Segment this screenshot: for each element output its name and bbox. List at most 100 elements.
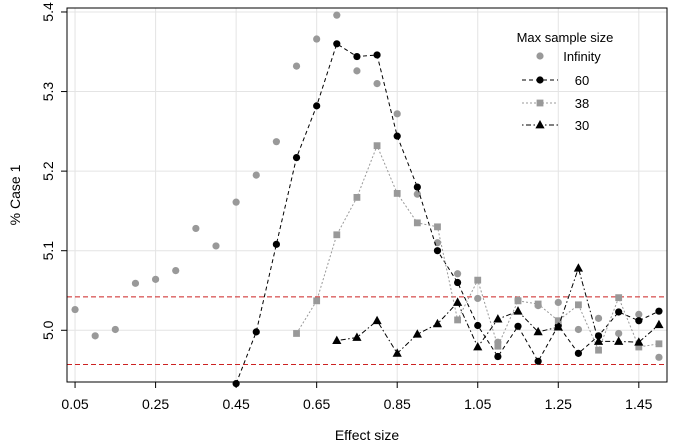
- data-point-60: [433, 247, 442, 255]
- data-point-60: [333, 40, 341, 48]
- data-point-60: [292, 154, 301, 162]
- legend-marker-30: [535, 120, 545, 129]
- series-38: [293, 142, 663, 354]
- data-point-38: [534, 300, 542, 308]
- legend-label-60: 60: [575, 73, 589, 88]
- x-tick-label: 1.05: [464, 396, 491, 412]
- data-point-infinity: [272, 138, 280, 146]
- data-point-38: [393, 190, 401, 197]
- data-point-38: [554, 317, 562, 325]
- data-point-38: [413, 219, 421, 227]
- data-point-38: [373, 142, 381, 150]
- data-point-30: [332, 335, 342, 345]
- data-point-infinity: [635, 310, 643, 318]
- data-point-30: [372, 315, 382, 325]
- data-point-30: [392, 348, 402, 357]
- data-point-infinity: [71, 305, 79, 314]
- y-tick-label: 5.3: [40, 82, 56, 102]
- grid: [67, 8, 667, 382]
- data-point-38: [353, 193, 361, 201]
- data-point-60: [272, 240, 280, 248]
- legend-title: Max sample size: [517, 30, 614, 45]
- data-point-60: [574, 349, 583, 357]
- data-point-30: [453, 297, 463, 306]
- data-point-30: [553, 322, 563, 331]
- legend-label-38: 38: [575, 96, 589, 111]
- data-point-30: [634, 337, 644, 346]
- x-tick-label: 1.45: [625, 396, 652, 412]
- data-point-60: [393, 132, 401, 140]
- data-point-60: [494, 352, 502, 361]
- plot-frame: [66, 7, 668, 383]
- data-point-38: [434, 223, 441, 231]
- data-point-60: [534, 357, 542, 365]
- data-point-30: [352, 332, 362, 341]
- data-point-60: [313, 102, 321, 110]
- data-point-38: [514, 297, 522, 305]
- data-point-30: [533, 326, 543, 336]
- y-axis-title: % Case 1: [7, 164, 23, 225]
- data-point-38: [313, 297, 321, 305]
- data-point-60: [514, 322, 522, 330]
- data-point-38: [494, 342, 502, 350]
- data-point-infinity: [594, 314, 603, 322]
- y-tick-label: 5.0: [40, 320, 56, 340]
- data-point-38: [615, 294, 623, 302]
- data-point-38: [655, 340, 663, 348]
- data-point-infinity: [292, 62, 301, 70]
- data-point-30: [573, 263, 584, 272]
- data-point-infinity: [474, 294, 482, 303]
- data-point-60: [655, 307, 663, 315]
- data-point-60: [635, 317, 643, 325]
- data-point-infinity: [454, 270, 462, 278]
- data-point-infinity: [172, 266, 180, 275]
- x-axis: 0.05 0.25 0.45 0.65 0.85 1.05 1.25 1.45: [61, 382, 653, 412]
- data-point-infinity: [151, 275, 160, 283]
- data-point-infinity: [192, 224, 200, 233]
- data-point-60: [232, 379, 240, 388]
- series-line-60: [235, 43, 660, 384]
- data-point-infinity: [91, 332, 99, 340]
- data-point-infinity: [232, 198, 240, 206]
- data-point-60: [373, 51, 381, 59]
- data-point-infinity: [212, 242, 220, 250]
- data-point-30: [473, 341, 483, 351]
- data-point-60: [454, 278, 462, 287]
- data-point-60: [252, 328, 260, 336]
- data-point-38: [635, 343, 643, 351]
- data-point-infinity: [131, 279, 140, 287]
- data-point-infinity: [554, 298, 562, 307]
- data-point-38: [333, 231, 341, 239]
- data-point-infinity: [313, 35, 321, 43]
- data-point-60: [413, 183, 421, 191]
- y-axis: 5.0 5.1 5.2 5.3 5.4: [40, 2, 67, 340]
- data-point-38: [454, 316, 462, 324]
- data-point-30: [654, 319, 664, 329]
- y-tick-label: 5.2: [40, 161, 56, 181]
- data-point-30: [412, 329, 422, 338]
- data-point-38: [575, 301, 582, 309]
- data-point-60: [353, 52, 361, 61]
- legend-label-30: 30: [575, 118, 589, 133]
- data-point-30: [493, 314, 503, 323]
- x-tick-label: 0.85: [384, 396, 411, 412]
- data-point-30: [432, 318, 443, 328]
- data-point-infinity: [333, 11, 341, 19]
- x-tick-label: 0.65: [303, 396, 330, 412]
- data-point-infinity: [655, 353, 663, 361]
- data-point-38: [293, 330, 300, 337]
- series-infinity: [71, 11, 663, 361]
- legend: Max sample size Infinity 60 38 30: [517, 30, 614, 133]
- legend-marker-38: [536, 99, 544, 107]
- data-point-30: [593, 336, 604, 345]
- legend-label-infinity: Infinity: [563, 49, 601, 64]
- x-tick-label: 0.45: [223, 396, 250, 412]
- y-tick-label: 5.4: [40, 2, 56, 22]
- x-tick-label: 0.05: [61, 396, 88, 412]
- data-point-infinity: [373, 79, 381, 88]
- data-point-infinity: [574, 325, 583, 334]
- x-axis-title: Effect size: [335, 427, 400, 443]
- y-tick-label: 5.1: [40, 241, 56, 261]
- data-point-infinity: [111, 325, 119, 334]
